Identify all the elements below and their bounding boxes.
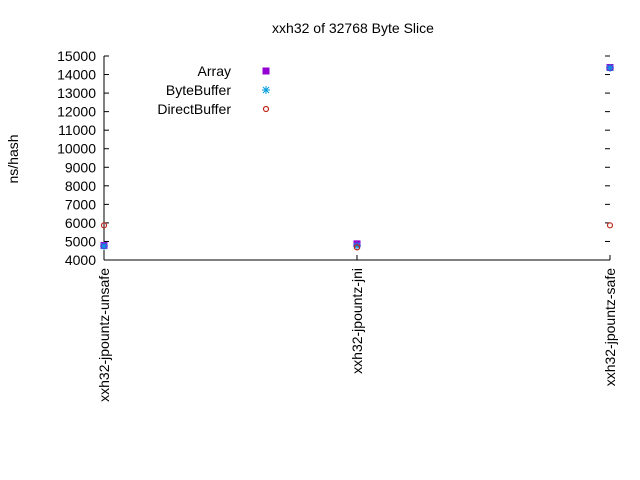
y-tick-label: 15000 <box>57 48 96 64</box>
x-tick-label: xxh32-jpountz-unsafe <box>96 268 112 402</box>
y-tick-label: 8000 <box>65 178 96 194</box>
y-axis-label: ns/hash <box>5 134 21 183</box>
y-tick-label: 13000 <box>57 85 96 101</box>
legend: Array ByteBuffer DirectBuffer <box>157 63 270 117</box>
y-tick-label: 5000 <box>65 233 96 249</box>
x-tick-label: xxh32-jpountz-safe <box>602 268 618 387</box>
y-tick-label: 10000 <box>57 141 96 157</box>
y-tick-label: 9000 <box>65 159 96 175</box>
x-axis-ticks: xxh32-jpountz-unsafe xxh32-jpountz-jni xxh… <box>96 255 618 402</box>
legend-marker-array <box>262 67 270 75</box>
legend-label-bytebuffer: ByteBuffer <box>166 82 231 98</box>
point-directbuffer <box>606 222 614 229</box>
y-tick-label: 6000 <box>65 215 96 231</box>
legend-marker-bytebuffer <box>262 86 270 94</box>
point-directbuffer <box>100 222 108 229</box>
legend-marker-directbuffer <box>262 105 270 113</box>
y-axis-ticks: 4000 5000 6000 7000 8000 9000 10000 11000 12000 1… <box>57 48 610 268</box>
legend-label-array: Array <box>198 63 231 79</box>
y-tick-label: 12000 <box>57 104 96 120</box>
point-bytebuffer <box>100 242 108 251</box>
point-directbuffer <box>353 244 361 251</box>
legend-label-directbuffer: DirectBuffer <box>157 101 231 117</box>
y-tick-label: 4000 <box>65 252 96 268</box>
y-tick-label: 14000 <box>57 67 96 83</box>
y-tick-label: 7000 <box>65 196 96 212</box>
point-bytebuffer <box>606 63 614 72</box>
data-points <box>100 63 614 251</box>
y-tick-label: 11000 <box>58 122 96 138</box>
chart-title: xxh32 of 32768 Byte Slice <box>272 20 434 36</box>
x-tick-label: xxh32-jpountz-jni <box>349 268 365 374</box>
